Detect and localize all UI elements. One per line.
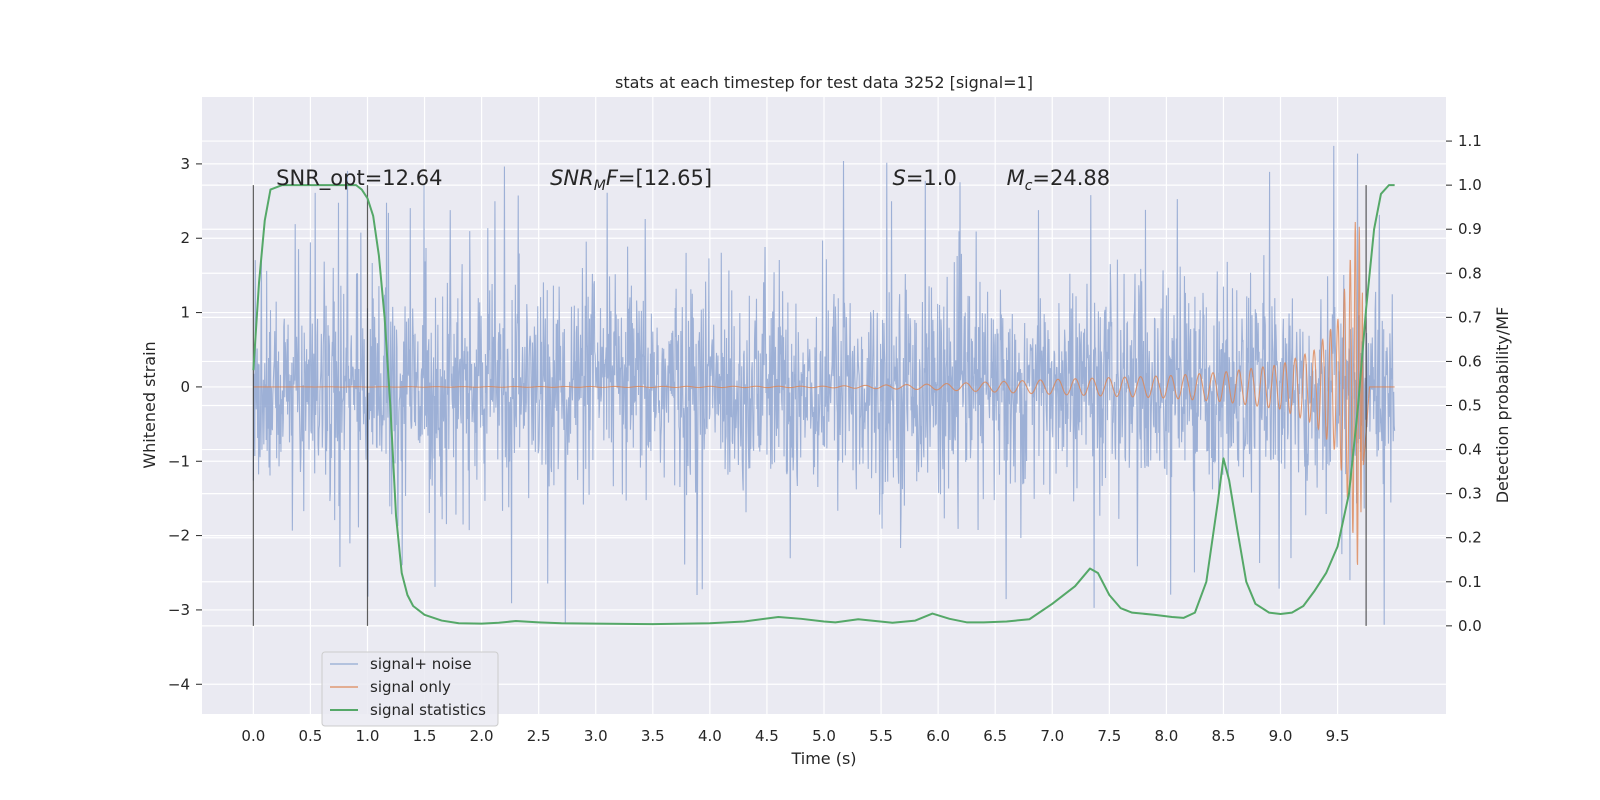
- y-left-tick-label: −4: [168, 675, 190, 693]
- y-left-tick-label: 2: [180, 229, 190, 247]
- y-axis-left-label: Whitened strain: [140, 341, 159, 468]
- x-tick-label: 7.0: [1040, 727, 1064, 745]
- x-tick-label: 9.5: [1326, 727, 1350, 745]
- x-tick-label: 4.0: [698, 727, 722, 745]
- x-axis-label: Time (s): [790, 749, 856, 768]
- y-left-tick-label: 1: [180, 304, 190, 322]
- signal-statistics-series: [252, 184, 1395, 626]
- y-right-tick-label: 0.4: [1458, 441, 1482, 459]
- y-right-tick-label: 0.0: [1458, 617, 1482, 635]
- legend-label: signal only: [370, 678, 451, 696]
- x-tick-label: 9.0: [1269, 727, 1293, 745]
- annotation-1: SNRMF=[12.65]: [550, 166, 712, 194]
- x-tick-label: 4.5: [755, 727, 779, 745]
- chart-title: stats at each timestep for test data 325…: [615, 73, 1033, 92]
- y-right-tick-label: 0.6: [1458, 352, 1482, 370]
- x-tick-label: 2.0: [470, 727, 494, 745]
- x-tick-label: 3.0: [584, 727, 608, 745]
- statistics-line: [252, 184, 1395, 626]
- y-right-tick-label: 0.5: [1458, 397, 1482, 415]
- y-right-tick-label: 0.1: [1458, 573, 1482, 591]
- x-axis-ticks: 0.0 0.5 1.0 1.5 2.0 2.5 3.0 3.5 4.0 4.5 5.0 5.5 6.0 6…: [241, 727, 1349, 745]
- annotation-0: SNR_opt=12.64: [276, 166, 442, 191]
- y-left-tick-label: 0: [180, 378, 190, 396]
- x-tick-label: 7.5: [1097, 727, 1121, 745]
- y-left-tick-label: −3: [168, 601, 190, 619]
- y-left-tick-label: 3: [180, 155, 190, 173]
- signal-trace: [253, 222, 1395, 565]
- noise-trace: [252, 145, 1396, 625]
- x-tick-label: 8.5: [1212, 727, 1236, 745]
- x-tick-label: 1.5: [413, 727, 437, 745]
- annotations: SNR_opt=12.64 SNRMF=[12.65] S=1.0 Mc=24.88: [276, 166, 1110, 194]
- x-tick-label: 5.5: [869, 727, 893, 745]
- x-tick-label: 1.0: [356, 727, 380, 745]
- x-tick-label: 0.5: [298, 727, 322, 745]
- x-tick-label: 0.0: [241, 727, 265, 745]
- legend: signal+ noise signal only signal statistic…: [321, 651, 499, 727]
- x-tick-label: 6.0: [926, 727, 950, 745]
- x-tick-label: 6.5: [983, 727, 1007, 745]
- y-right-tick-label: 1.1: [1458, 132, 1482, 150]
- y-axis-right-ticks: 0.0 0.1 0.2 0.3 0.4 0.5 0.6 0.7 0.8 0.9 1.0 1.1: [1446, 132, 1482, 635]
- y-left-tick-label: −2: [168, 527, 190, 545]
- annotation-2: S=1.0: [892, 166, 956, 190]
- y-right-tick-label: 1.0: [1458, 176, 1482, 194]
- x-tick-label: 3.5: [641, 727, 665, 745]
- legend-label: signal statistics: [370, 701, 486, 719]
- y-right-tick-label: 0.8: [1458, 264, 1482, 282]
- vertical-markers: [252, 185, 1367, 626]
- y-left-tick-label: −1: [168, 452, 190, 470]
- y-axis-right-label: Detection probability/MF: [1493, 307, 1512, 504]
- y-right-tick-label: 0.9: [1458, 220, 1482, 238]
- signal-noise-series: [252, 145, 1396, 625]
- legend-label: signal+ noise: [370, 655, 472, 673]
- y-right-tick-label: 0.3: [1458, 485, 1482, 503]
- y-axis-left-ticks: −4 −3 −2 −1 0 1 2 3: [168, 155, 202, 693]
- signal-only-series: [253, 222, 1395, 565]
- legend-box: [321, 651, 499, 727]
- y-right-tick-label: 0.2: [1458, 529, 1482, 547]
- y-right-tick-label: 0.7: [1458, 308, 1482, 326]
- x-tick-label: 5.0: [812, 727, 836, 745]
- x-tick-label: 2.5: [527, 727, 551, 745]
- annotation-3: Mc=24.88: [1007, 166, 1111, 194]
- x-tick-label: 8.0: [1154, 727, 1178, 745]
